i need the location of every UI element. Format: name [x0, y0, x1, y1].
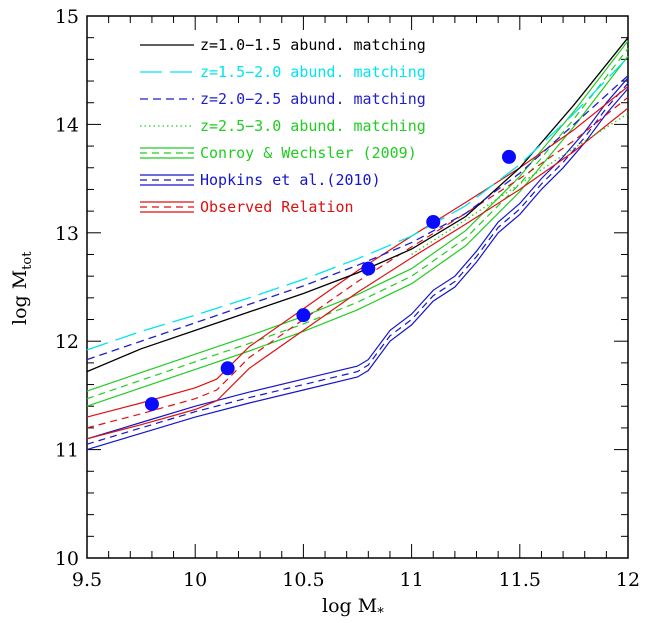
data-point: [144, 397, 159, 412]
data-point: [426, 214, 441, 229]
series-line: [86, 37, 629, 373]
legend-item: z=2.5−3.0 abund. matching: [140, 117, 426, 135]
legend-label: Observed Relation: [200, 198, 354, 216]
x-tick-label: 11.5: [499, 569, 541, 591]
band-edge-line: [86, 77, 629, 440]
data-point: [220, 361, 235, 376]
data-points: [144, 149, 516, 412]
legend: z=1.0−1.5 abund. matching z=1.5−2.0 abund…: [140, 36, 426, 216]
legend-label: z=2.0−2.5 abund. matching: [200, 90, 426, 108]
band-series: [86, 40, 629, 451]
legend-item: z=1.0−1.5 abund. matching: [140, 36, 426, 54]
band-center-line: [86, 96, 629, 429]
legend-label: z=1.5−2.0 abund. matching: [200, 63, 426, 81]
y-tick-label: 14: [55, 114, 79, 136]
series-line: [86, 56, 629, 351]
x-tick-label: 9.5: [72, 569, 102, 591]
x-tick-label: 11: [400, 569, 424, 591]
series-line: [86, 75, 629, 361]
legend-label: z=1.0−1.5 abund. matching: [200, 36, 426, 54]
axis-ticks: [86, 15, 629, 559]
x-tick-label: 12: [616, 569, 640, 591]
band-edge-line: [86, 86, 629, 418]
band-hopkins-et-al-2010: [86, 77, 629, 451]
x-axis-label: log M*: [322, 595, 384, 621]
y-tick-label: 12: [55, 331, 79, 353]
data-point: [501, 149, 516, 164]
legend-item: Conroy & Wechsler (2009): [140, 144, 417, 162]
legend-item: Hopkins et al.(2010): [140, 171, 381, 189]
band-edge-line: [86, 107, 629, 440]
data-point: [361, 261, 376, 276]
legend-item: z=2.0−2.5 abund. matching: [140, 90, 426, 108]
band-observed-relation: [86, 86, 629, 440]
y-tick-label: 10: [55, 548, 79, 570]
legend-item: z=1.5−2.0 abund. matching: [140, 63, 426, 81]
band-center-line: [86, 48, 629, 400]
y-tick-label: 13: [55, 223, 79, 245]
x-tick-label: 10.5: [282, 569, 324, 591]
legend-label: z=2.5−3.0 abund. matching: [200, 117, 426, 135]
band-edge-line: [86, 88, 629, 451]
legend-label: Hopkins et al.(2010): [200, 171, 381, 189]
data-point: [296, 308, 311, 323]
legend-item: Observed Relation: [140, 198, 354, 216]
band-center-line: [86, 82, 629, 445]
band-edge-line: [86, 55, 629, 407]
y-tick-label: 15: [55, 6, 79, 28]
y-tick-label: 11: [55, 440, 79, 462]
x-tick-label: 10: [183, 569, 207, 591]
plot-frame: [86, 15, 629, 559]
line-series: [86, 37, 629, 373]
y-axis-label: log Mtot: [9, 251, 35, 325]
legend-label: Conroy & Wechsler (2009): [200, 144, 417, 162]
